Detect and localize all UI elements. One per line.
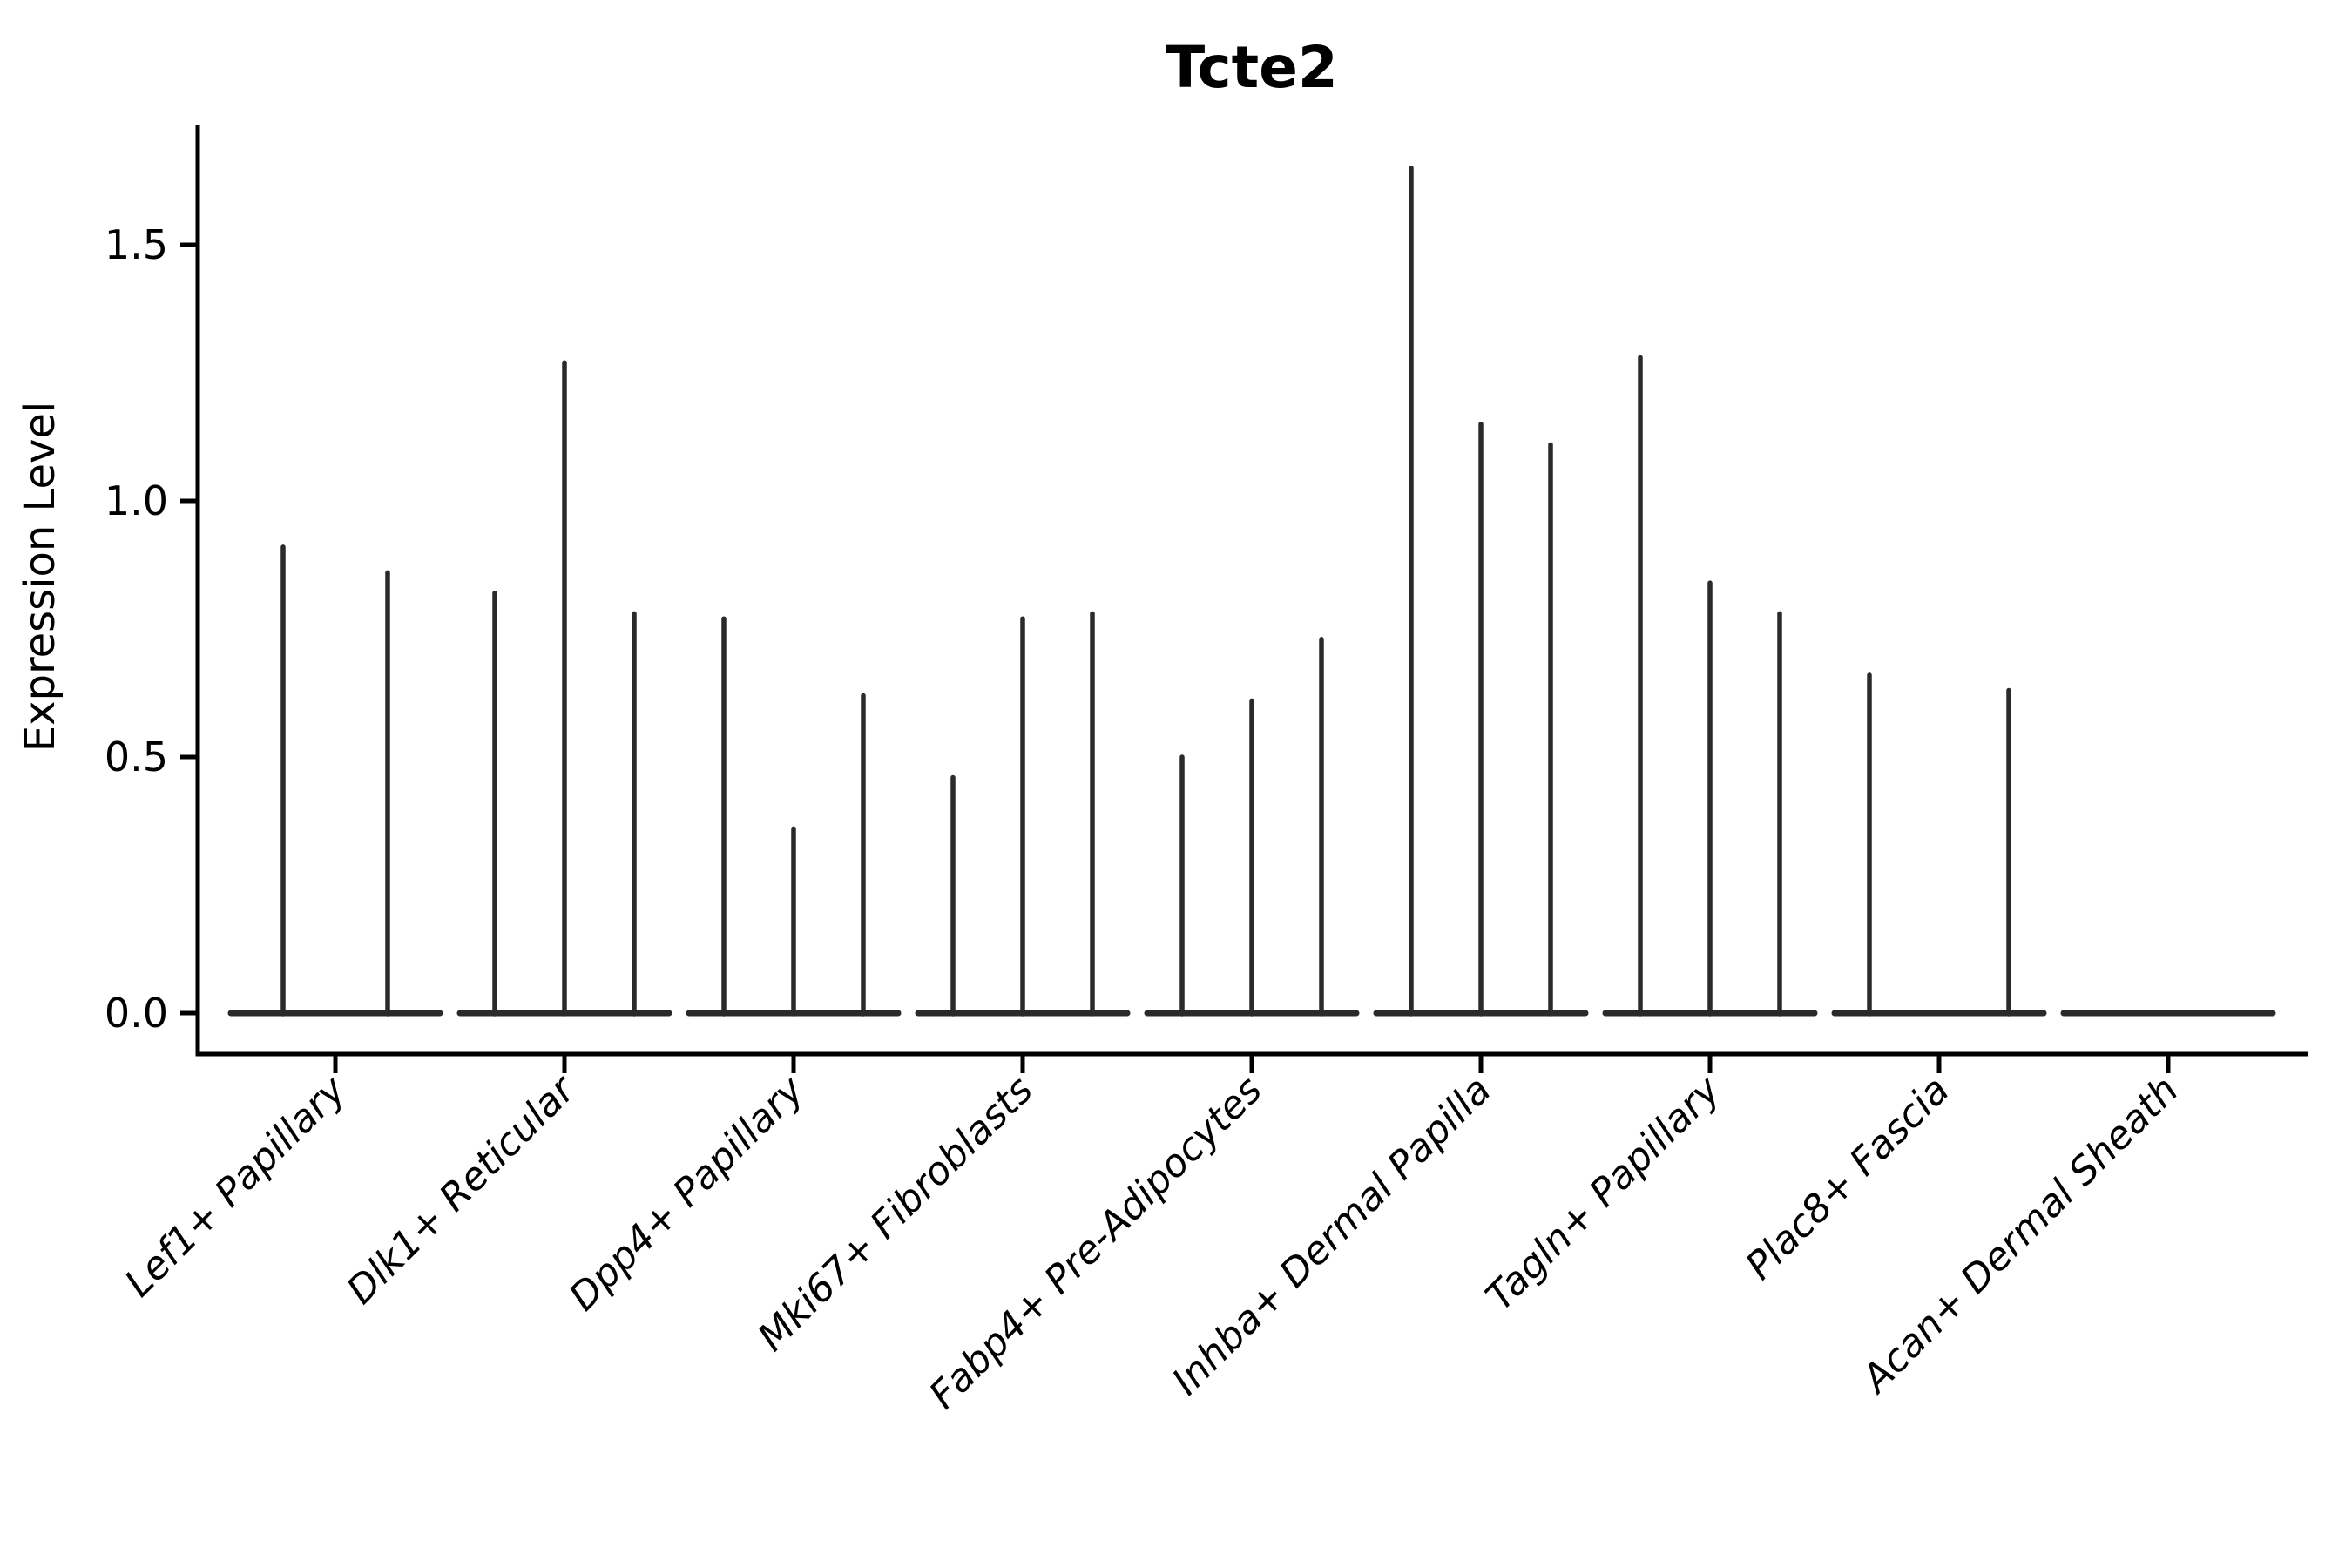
x-tick-label: Dlk1+ Reticular xyxy=(338,1066,585,1313)
x-tick-label: Dpp4+ Papillary xyxy=(561,1067,814,1320)
violin-group xyxy=(1602,355,1818,1017)
violin-group xyxy=(686,616,902,1017)
y-tick-label: 0.0 xyxy=(105,990,168,1037)
violin-group xyxy=(456,360,672,1017)
x-tick-label: Tagln+ Papillary xyxy=(1477,1067,1729,1319)
x-tick-label: Lef1+ Papillary xyxy=(117,1067,355,1306)
y-axis-label: Expression Level xyxy=(16,402,64,753)
violin-group xyxy=(1144,637,1360,1017)
x-tick-label: Plac8+ Fascia xyxy=(1737,1068,1957,1288)
y-tick-label: 1.0 xyxy=(105,477,168,524)
violin-group xyxy=(227,544,443,1017)
violin-group xyxy=(915,611,1131,1017)
violin-group xyxy=(1373,166,1589,1017)
violin-group xyxy=(1831,672,2047,1017)
violin-series xyxy=(227,166,2276,1017)
y-tick-label: 0.5 xyxy=(105,733,168,781)
chart-title: Tcte2 xyxy=(1166,34,1338,101)
y-tick-label: 1.5 xyxy=(105,221,168,268)
